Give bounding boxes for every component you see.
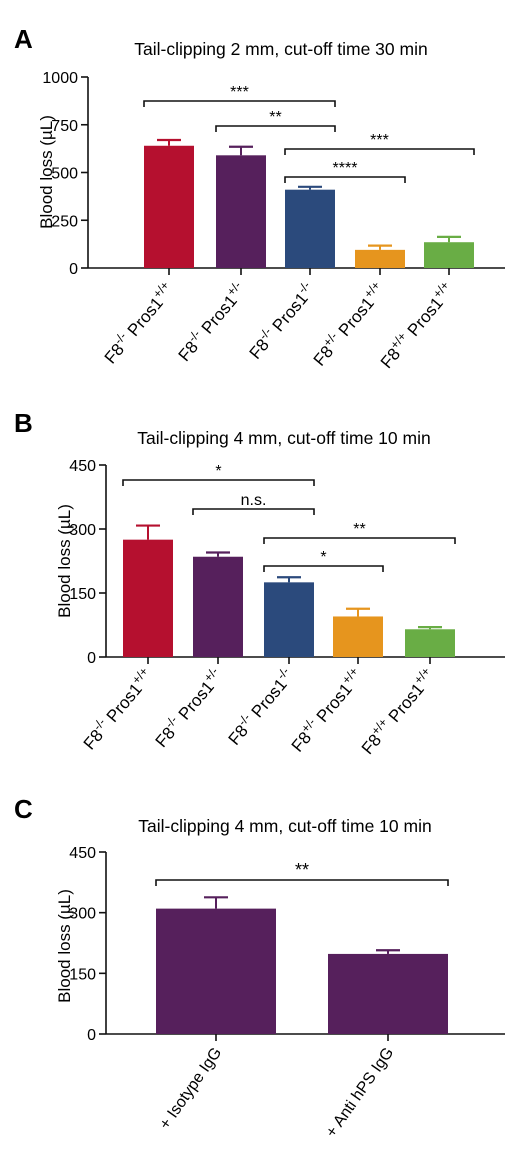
significance-label: ** bbox=[353, 521, 365, 538]
significance-bracket bbox=[122, 479, 315, 486]
plot-area-a bbox=[81, 76, 505, 275]
x-tick-labels-c: + Isotype IgG + Anti hPS IgG bbox=[157, 1045, 398, 1141]
significance-labels-b: * n.s. ** * bbox=[215, 463, 365, 566]
significance-bracket bbox=[284, 176, 406, 183]
y-tick-label: 500 bbox=[51, 166, 78, 183]
significance-label: ** bbox=[295, 860, 309, 880]
y-tick-label: 250 bbox=[51, 213, 78, 230]
y-tick-label: 0 bbox=[87, 650, 96, 667]
bar bbox=[328, 953, 448, 1034]
y-tick-label: 450 bbox=[69, 845, 96, 862]
y-tick-label: 0 bbox=[87, 1027, 96, 1044]
y-axis-label-c: Blood loss (µL) bbox=[55, 889, 74, 1003]
x-tick-label: F8+/- Pros1+/+ bbox=[307, 278, 389, 369]
x-tick-label: F8-/- Pros1+/+ bbox=[77, 664, 157, 753]
significance-bracket bbox=[215, 125, 336, 132]
x-tick-label: F8-/- Pros1+/+ bbox=[98, 278, 178, 367]
significance-bracket bbox=[263, 565, 384, 572]
bar bbox=[156, 908, 276, 1034]
x-tick-label: + Isotype IgG bbox=[157, 1045, 226, 1133]
panel-label-c: C bbox=[14, 794, 33, 824]
y-axis-label-b: Blood loss (µL) bbox=[55, 504, 74, 618]
y-tick-label: 150 bbox=[69, 966, 96, 983]
significance-label: **** bbox=[333, 160, 358, 177]
significance-labels-c: ** bbox=[295, 860, 309, 880]
significance-label: * bbox=[215, 463, 221, 480]
x-tick-labels-b: F8-/- Pros1+/+ F8-/- Pros1+/- F8-/- Pros… bbox=[77, 664, 440, 758]
chart-title-b: Tail-clipping 4 mm, cut-off time 10 min bbox=[137, 428, 430, 448]
significance-label: *** bbox=[370, 132, 389, 149]
y-axis-label-a: Blood loss (µL) bbox=[37, 115, 56, 229]
bar bbox=[193, 556, 243, 657]
y-tick-label: 750 bbox=[51, 118, 78, 135]
chart-title-a: Tail-clipping 2 mm, cut-off time 30 min bbox=[134, 39, 427, 59]
panel-b: B Tail-clipping 4 mm, cut-off time 10 mi… bbox=[14, 408, 505, 758]
significance-label: * bbox=[320, 549, 326, 566]
bar bbox=[333, 616, 383, 657]
y-tick-label: 300 bbox=[69, 906, 96, 923]
significance-bracket bbox=[155, 879, 449, 886]
x-tick-label: F8+/- Pros1+/+ bbox=[285, 664, 367, 755]
y-tick-label: 1000 bbox=[42, 70, 78, 87]
x-tick-labels-a: F8-/- Pros1+/+ F8-/- Pros1+/- F8-/- Pros… bbox=[98, 278, 459, 372]
y-tick-label: 450 bbox=[69, 458, 96, 475]
x-tick-label: F8-/- Pros1-/- bbox=[243, 278, 319, 362]
bar bbox=[285, 189, 335, 268]
significance-bracket bbox=[284, 148, 475, 155]
panel-c: C Tail-clipping 4 mm, cut-off time 10 mi… bbox=[14, 794, 505, 1141]
chart-title-c: Tail-clipping 4 mm, cut-off time 10 min bbox=[138, 816, 431, 836]
bar bbox=[405, 629, 455, 657]
x-tick-label: F8+/+ Pros1+/+ bbox=[375, 278, 459, 372]
x-tick-label: + Anti hPS IgG bbox=[323, 1045, 397, 1141]
y-tick-labels-a: 0 250 500 750 1000 bbox=[42, 70, 78, 278]
bar bbox=[264, 582, 314, 657]
x-tick-label: F8-/- Pros1+/- bbox=[149, 664, 227, 751]
significance-labels-a: *** ** *** **** bbox=[230, 84, 389, 177]
bar bbox=[424, 242, 474, 268]
plot-area-c bbox=[99, 851, 505, 1041]
significance-bracket bbox=[143, 100, 336, 107]
significance-label: *** bbox=[230, 84, 249, 101]
significance-bracket bbox=[263, 537, 456, 544]
panel-a: A Tail-clipping 2 mm, cut-off time 30 mi… bbox=[14, 24, 505, 372]
significance-bracket bbox=[192, 508, 315, 515]
panel-label-a: A bbox=[14, 24, 33, 54]
y-tick-labels-c: 0 150 300 450 bbox=[69, 845, 96, 1044]
y-tick-label: 150 bbox=[69, 586, 96, 603]
significance-label: n.s. bbox=[241, 492, 267, 509]
bar bbox=[355, 249, 405, 268]
bar bbox=[123, 539, 173, 657]
panel-label-b: B bbox=[14, 408, 33, 438]
y-tick-label: 300 bbox=[69, 522, 96, 539]
y-tick-labels-b: 0 150 300 450 bbox=[69, 458, 96, 667]
x-tick-label: F8-/- Pros1-/- bbox=[222, 664, 298, 748]
plot-area-b bbox=[99, 464, 505, 664]
significance-label: ** bbox=[269, 109, 281, 126]
bar bbox=[144, 145, 194, 268]
x-tick-label: F8+/+ Pros1+/+ bbox=[356, 664, 440, 758]
bar bbox=[216, 155, 266, 268]
x-tick-label: F8-/- Pros1+/- bbox=[172, 278, 250, 365]
y-tick-label: 0 bbox=[69, 261, 78, 278]
